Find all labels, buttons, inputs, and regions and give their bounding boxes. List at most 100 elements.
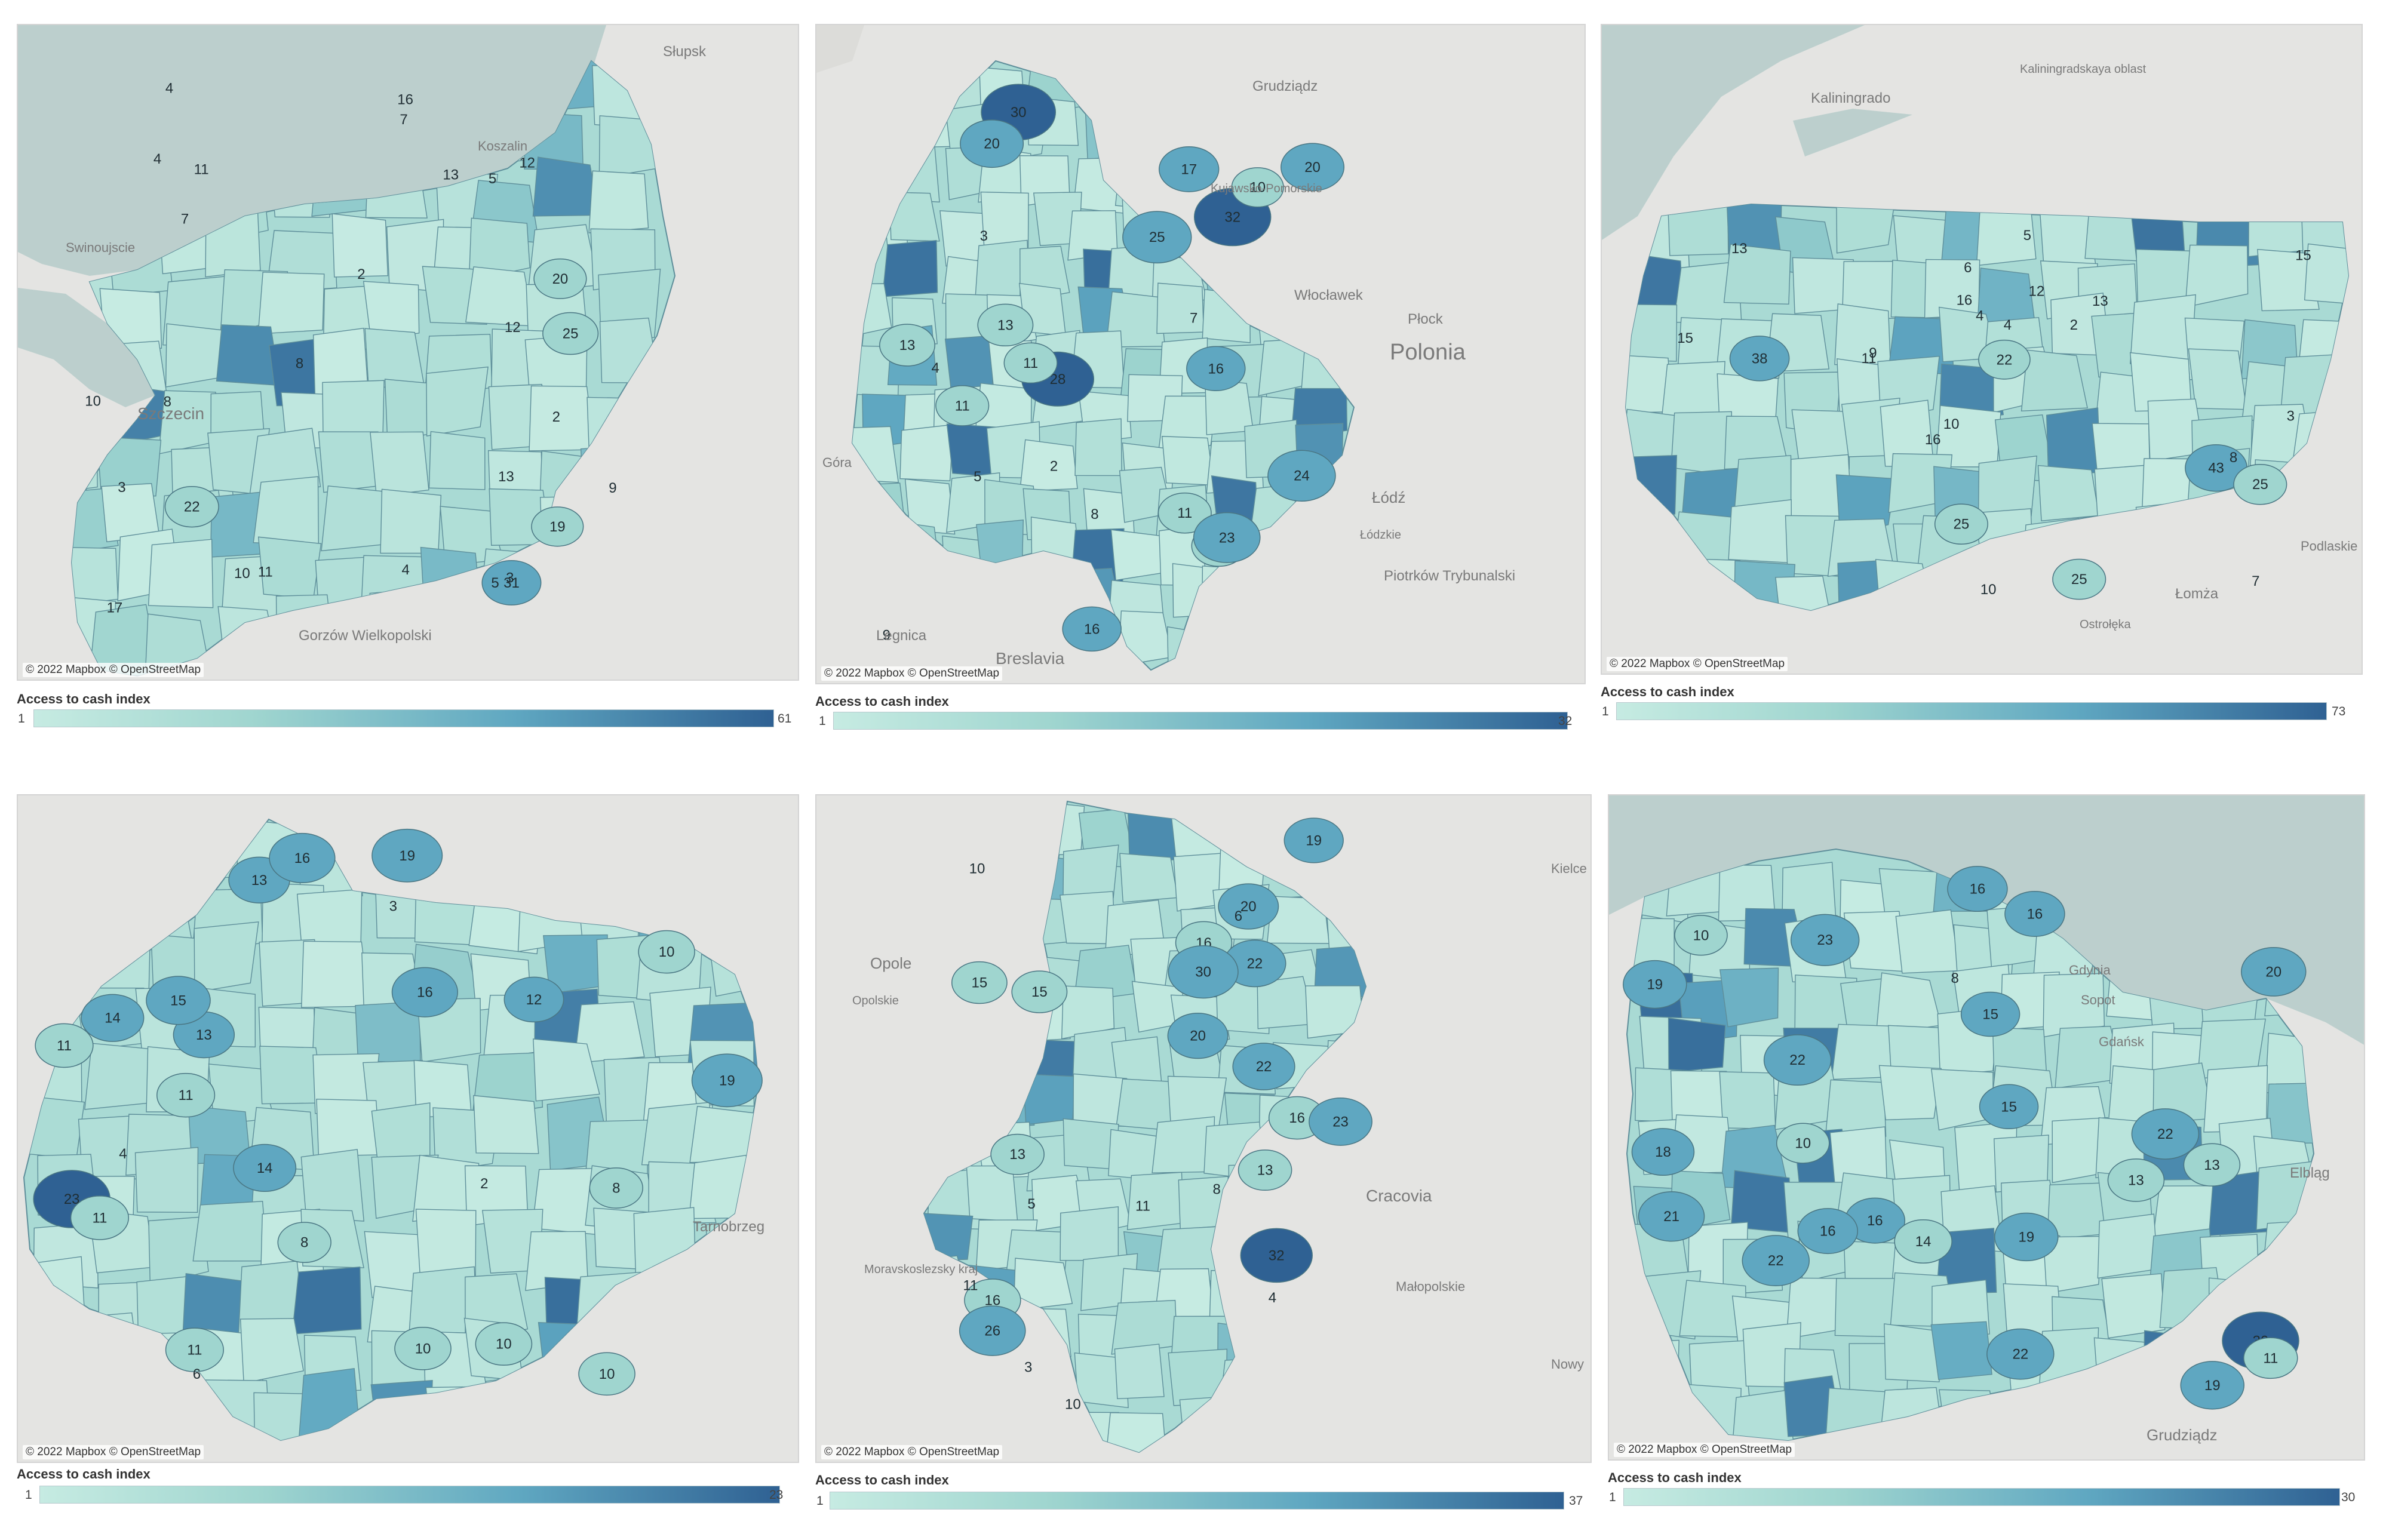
municipality-area-highlight[interactable]: [879, 324, 935, 367]
municipality-area[interactable]: [360, 555, 428, 616]
municipality-area[interactable]: [1254, 1304, 1312, 1354]
municipality-area[interactable]: [479, 1373, 546, 1444]
municipality-area[interactable]: [1719, 967, 1779, 1028]
municipality-area[interactable]: [428, 431, 486, 490]
municipality-area-highlight[interactable]: [1240, 1228, 1313, 1283]
municipality-area-highlight[interactable]: [1011, 970, 1068, 1013]
municipality-area[interactable]: [694, 1324, 756, 1390]
municipality-area[interactable]: [321, 485, 388, 552]
municipality-area[interactable]: [640, 1382, 702, 1450]
municipality-area[interactable]: [431, 594, 497, 659]
municipality-area-highlight[interactable]: [1776, 1123, 1830, 1164]
municipality-area-highlight[interactable]: [2241, 946, 2307, 997]
municipality-area[interactable]: [898, 61, 953, 112]
municipality-area-highlight[interactable]: [1283, 817, 1344, 863]
municipality-area[interactable]: [1260, 1393, 1317, 1449]
municipality-area[interactable]: [596, 543, 653, 615]
municipality-area[interactable]: [1022, 801, 1085, 856]
municipality-area[interactable]: [1878, 1065, 1942, 1121]
municipality-area[interactable]: [543, 540, 605, 597]
municipality-grid[interactable]: [18, 817, 777, 1458]
municipality-area[interactable]: [1668, 1018, 1726, 1073]
municipality-area-highlight[interactable]: [2183, 1143, 2241, 1187]
municipality-area[interactable]: [370, 431, 429, 497]
municipality-area-highlight[interactable]: [960, 119, 1024, 168]
municipality-area-highlight[interactable]: [394, 1327, 452, 1370]
municipality-area[interactable]: [2261, 1377, 2325, 1446]
municipality-area[interactable]: [84, 1043, 154, 1110]
municipality-area[interactable]: [76, 881, 134, 954]
municipality-area[interactable]: [194, 921, 259, 993]
municipality-area[interactable]: [1104, 1412, 1168, 1463]
municipality-area-highlight[interactable]: [1674, 915, 1728, 956]
municipality-area[interactable]: [300, 1149, 365, 1222]
municipality-area[interactable]: [598, 833, 662, 893]
municipality-area[interactable]: [318, 431, 379, 493]
municipality-area[interactable]: [596, 595, 661, 659]
municipality-area[interactable]: [1004, 897, 1069, 948]
municipality-area-highlight[interactable]: [1159, 146, 1220, 192]
municipality-area[interactable]: [1013, 1258, 1073, 1311]
municipality-area[interactable]: [301, 940, 370, 1008]
municipality-area[interactable]: [707, 933, 773, 997]
municipality-area[interactable]: [253, 476, 320, 546]
municipality-area[interactable]: [947, 581, 1001, 638]
municipality-area[interactable]: [1022, 1074, 1076, 1126]
municipality-area[interactable]: [331, 213, 389, 278]
municipality-area[interactable]: [591, 1395, 661, 1458]
municipality-area-highlight[interactable]: [1934, 503, 1988, 545]
municipality-area[interactable]: [890, 617, 940, 671]
municipality-area[interactable]: [862, 519, 914, 576]
municipality-area[interactable]: [1895, 909, 1960, 974]
municipality-area[interactable]: [1238, 571, 1295, 630]
municipality-area[interactable]: [1030, 517, 1080, 568]
municipality-area[interactable]: [918, 1358, 974, 1411]
municipality-area-highlight[interactable]: [277, 1222, 331, 1264]
municipality-area[interactable]: [981, 904, 1036, 958]
municipality-area[interactable]: [79, 1369, 139, 1434]
municipality-area[interactable]: [2193, 514, 2259, 568]
municipality-area-highlight[interactable]: [2107, 1158, 2165, 1202]
municipality-area[interactable]: [1202, 565, 1249, 618]
municipality-area-highlight[interactable]: [481, 560, 542, 605]
municipality-area-highlight[interactable]: [475, 1322, 533, 1366]
municipality-area[interactable]: [1299, 51, 1349, 103]
municipality-area-highlight[interactable]: [990, 1133, 1045, 1175]
municipality-area[interactable]: [849, 564, 904, 615]
municipality-area-highlight[interactable]: [1960, 991, 2020, 1037]
municipality-area[interactable]: [2020, 349, 2088, 412]
municipality-area-highlight[interactable]: [35, 1023, 94, 1068]
municipality-area[interactable]: [370, 1380, 433, 1446]
municipality-area[interactable]: [1635, 580, 1693, 643]
municipality-area[interactable]: [2188, 348, 2247, 410]
municipality-area[interactable]: [86, 838, 150, 906]
municipality-area[interactable]: [257, 272, 325, 334]
municipality-area[interactable]: [465, 266, 535, 327]
municipality-area[interactable]: [1224, 795, 1279, 850]
municipality-area[interactable]: [588, 170, 649, 233]
municipality-area-highlight[interactable]: [1623, 960, 1687, 1009]
municipality-area[interactable]: [1825, 1079, 1887, 1139]
municipality-area-highlight[interactable]: [1797, 1208, 1859, 1255]
municipality-area[interactable]: [2093, 1337, 2158, 1393]
municipality-area[interactable]: [27, 1317, 90, 1384]
municipality-area-highlight[interactable]: [391, 967, 458, 1018]
municipality-area[interactable]: [1328, 1307, 1387, 1363]
municipality-area[interactable]: [599, 317, 660, 383]
municipality-area[interactable]: [420, 546, 481, 605]
municipality-area-highlight[interactable]: [503, 976, 564, 1023]
municipality-area-highlight[interactable]: [81, 994, 145, 1042]
municipality-area[interactable]: [425, 1386, 489, 1453]
municipality-area[interactable]: [1775, 576, 1835, 635]
municipality-area[interactable]: [291, 1266, 362, 1335]
municipality-area[interactable]: [972, 1037, 1039, 1100]
municipality-area-highlight[interactable]: [371, 828, 443, 883]
municipality-area[interactable]: [849, 106, 901, 160]
municipality-area[interactable]: [481, 822, 554, 880]
municipality-area[interactable]: [922, 1028, 980, 1084]
municipality-area-highlight[interactable]: [951, 961, 1008, 1004]
municipality-area[interactable]: [1060, 1206, 1119, 1261]
municipality-area[interactable]: [852, 482, 906, 538]
municipality-area[interactable]: [1616, 454, 1678, 519]
municipality-area[interactable]: [1300, 339, 1350, 396]
